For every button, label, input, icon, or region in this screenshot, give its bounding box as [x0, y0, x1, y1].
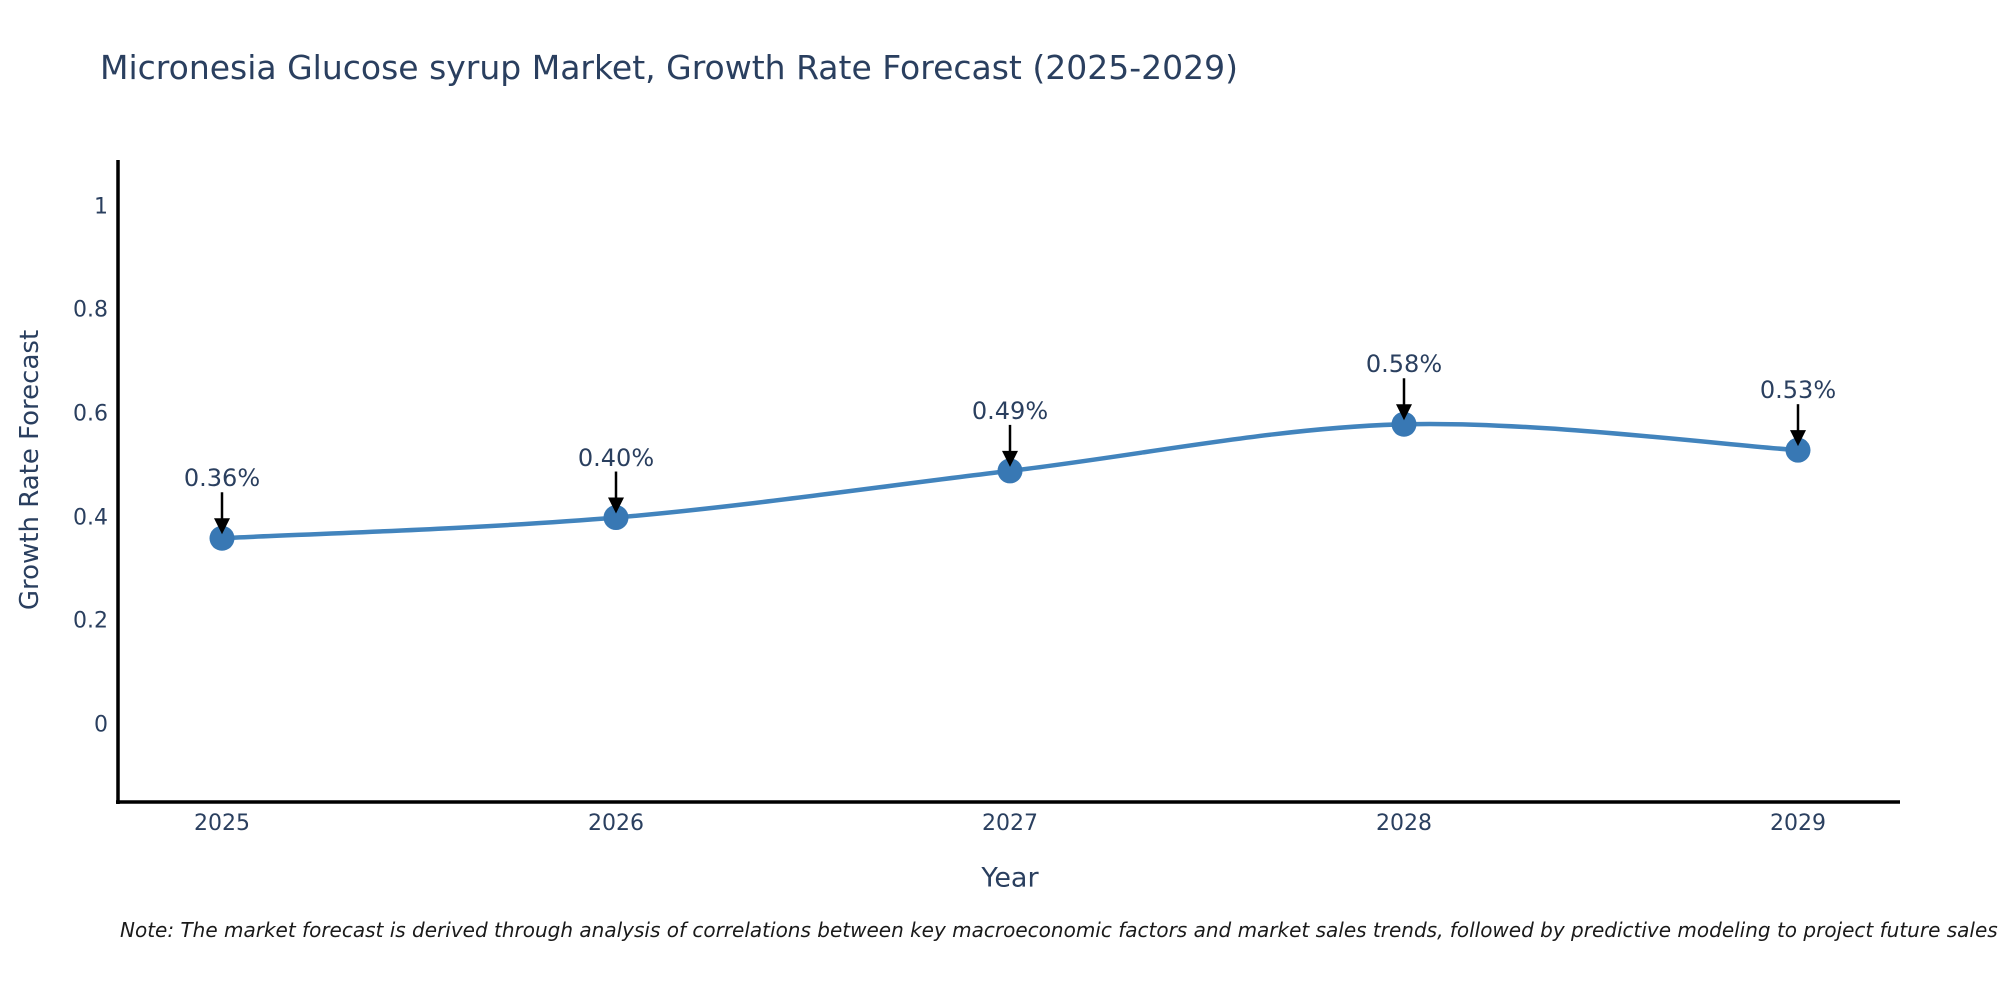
point-value-label: 0.40% [577, 443, 655, 472]
point-value-label: 0.53% [1759, 376, 1837, 405]
annotation-arrowhead [608, 497, 624, 514]
y-tick-label: 0.6 [73, 401, 108, 427]
annotation-arrowhead [1790, 430, 1806, 447]
x-tick-label: 2029 [1770, 811, 1826, 836]
y-tick-label: 0.2 [73, 608, 108, 634]
point-value-label: 0.58% [1365, 350, 1443, 379]
annotation-arrowhead [1396, 404, 1412, 421]
data-point-marker[interactable] [1785, 437, 1811, 463]
y-axis-title: Growth Rate Forecast [15, 329, 45, 611]
point-value-label: 0.36% [183, 464, 261, 493]
x-tick-label: 2026 [588, 811, 644, 836]
data-point-marker[interactable] [1391, 411, 1417, 437]
annotation-arrowhead [214, 518, 230, 535]
annotation-arrowhead [1002, 450, 1018, 467]
chart-title: Micronesia Glucose syrup Market, Growth … [100, 48, 1238, 87]
x-tick-label: 2027 [982, 811, 1038, 836]
x-axis-title: Year [981, 862, 1039, 894]
x-tick-label: 2025 [194, 811, 250, 836]
footnote: Note: The market forecast is derived thr… [120, 918, 1998, 942]
x-tick-label: 2028 [1376, 811, 1432, 836]
data-point-marker[interactable] [209, 525, 235, 551]
y-tick-label: 0.4 [73, 505, 108, 531]
data-point-marker[interactable] [997, 458, 1023, 484]
y-tick-label: 0 [94, 712, 108, 738]
point-value-label: 0.49% [971, 396, 1049, 425]
data-point-marker[interactable] [603, 505, 629, 531]
y-tick-label: 1 [94, 194, 108, 220]
y-tick-label: 0.8 [73, 297, 108, 323]
